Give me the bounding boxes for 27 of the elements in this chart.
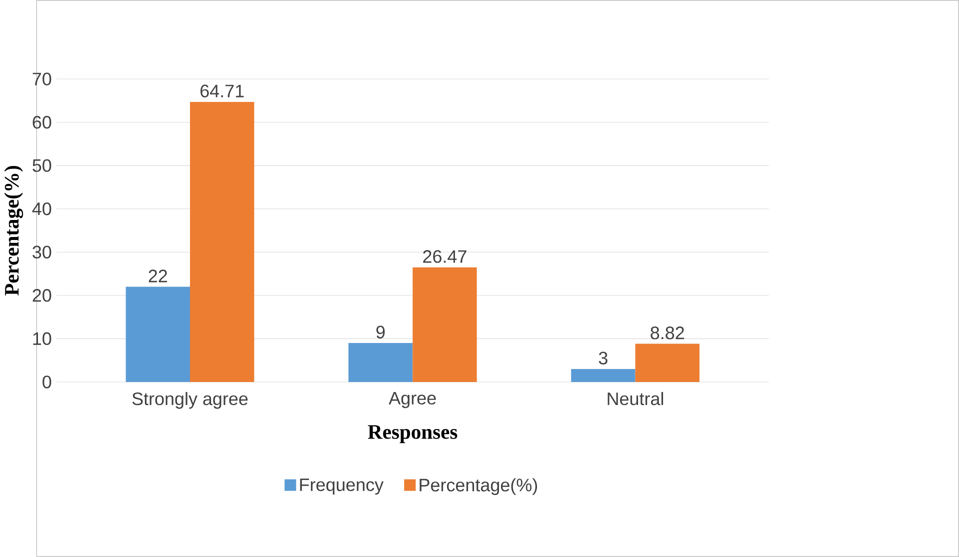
bar [190,102,254,382]
y-tick-label: 40 [32,202,52,216]
data-label: 26.47 [423,250,466,263]
data-label: 9 [376,326,385,338]
bar [412,267,477,382]
data-label: 3 [598,352,608,364]
y-tick-label: 30 [32,246,52,258]
data-label: 64.71 [200,84,244,98]
bar [348,342,413,382]
x-tick-label: Strongly agree [132,392,248,409]
y-tick-label: 50 [32,159,52,172]
y-tick-label: 60 [32,116,52,129]
y-tick-label: 20 [32,288,52,302]
y-tick-label: 10 [33,332,52,345]
legend-label: Percentage(%) [420,478,538,495]
x-tick-label: Agree [388,392,436,408]
data-label: 22 [148,270,167,282]
y-tick-label: 0 [42,375,52,388]
y-axis-title: Percentage(%) [4,166,24,296]
y-tick-label: 70 [32,72,52,86]
x-tick-label: Neutral [608,392,664,406]
bar [126,286,190,382]
bar [571,368,636,382]
data-label: 8.82 [650,326,684,340]
bar [635,344,700,382]
legend-label: Frequency [300,478,384,495]
x-axis-title: Responses [368,425,458,443]
